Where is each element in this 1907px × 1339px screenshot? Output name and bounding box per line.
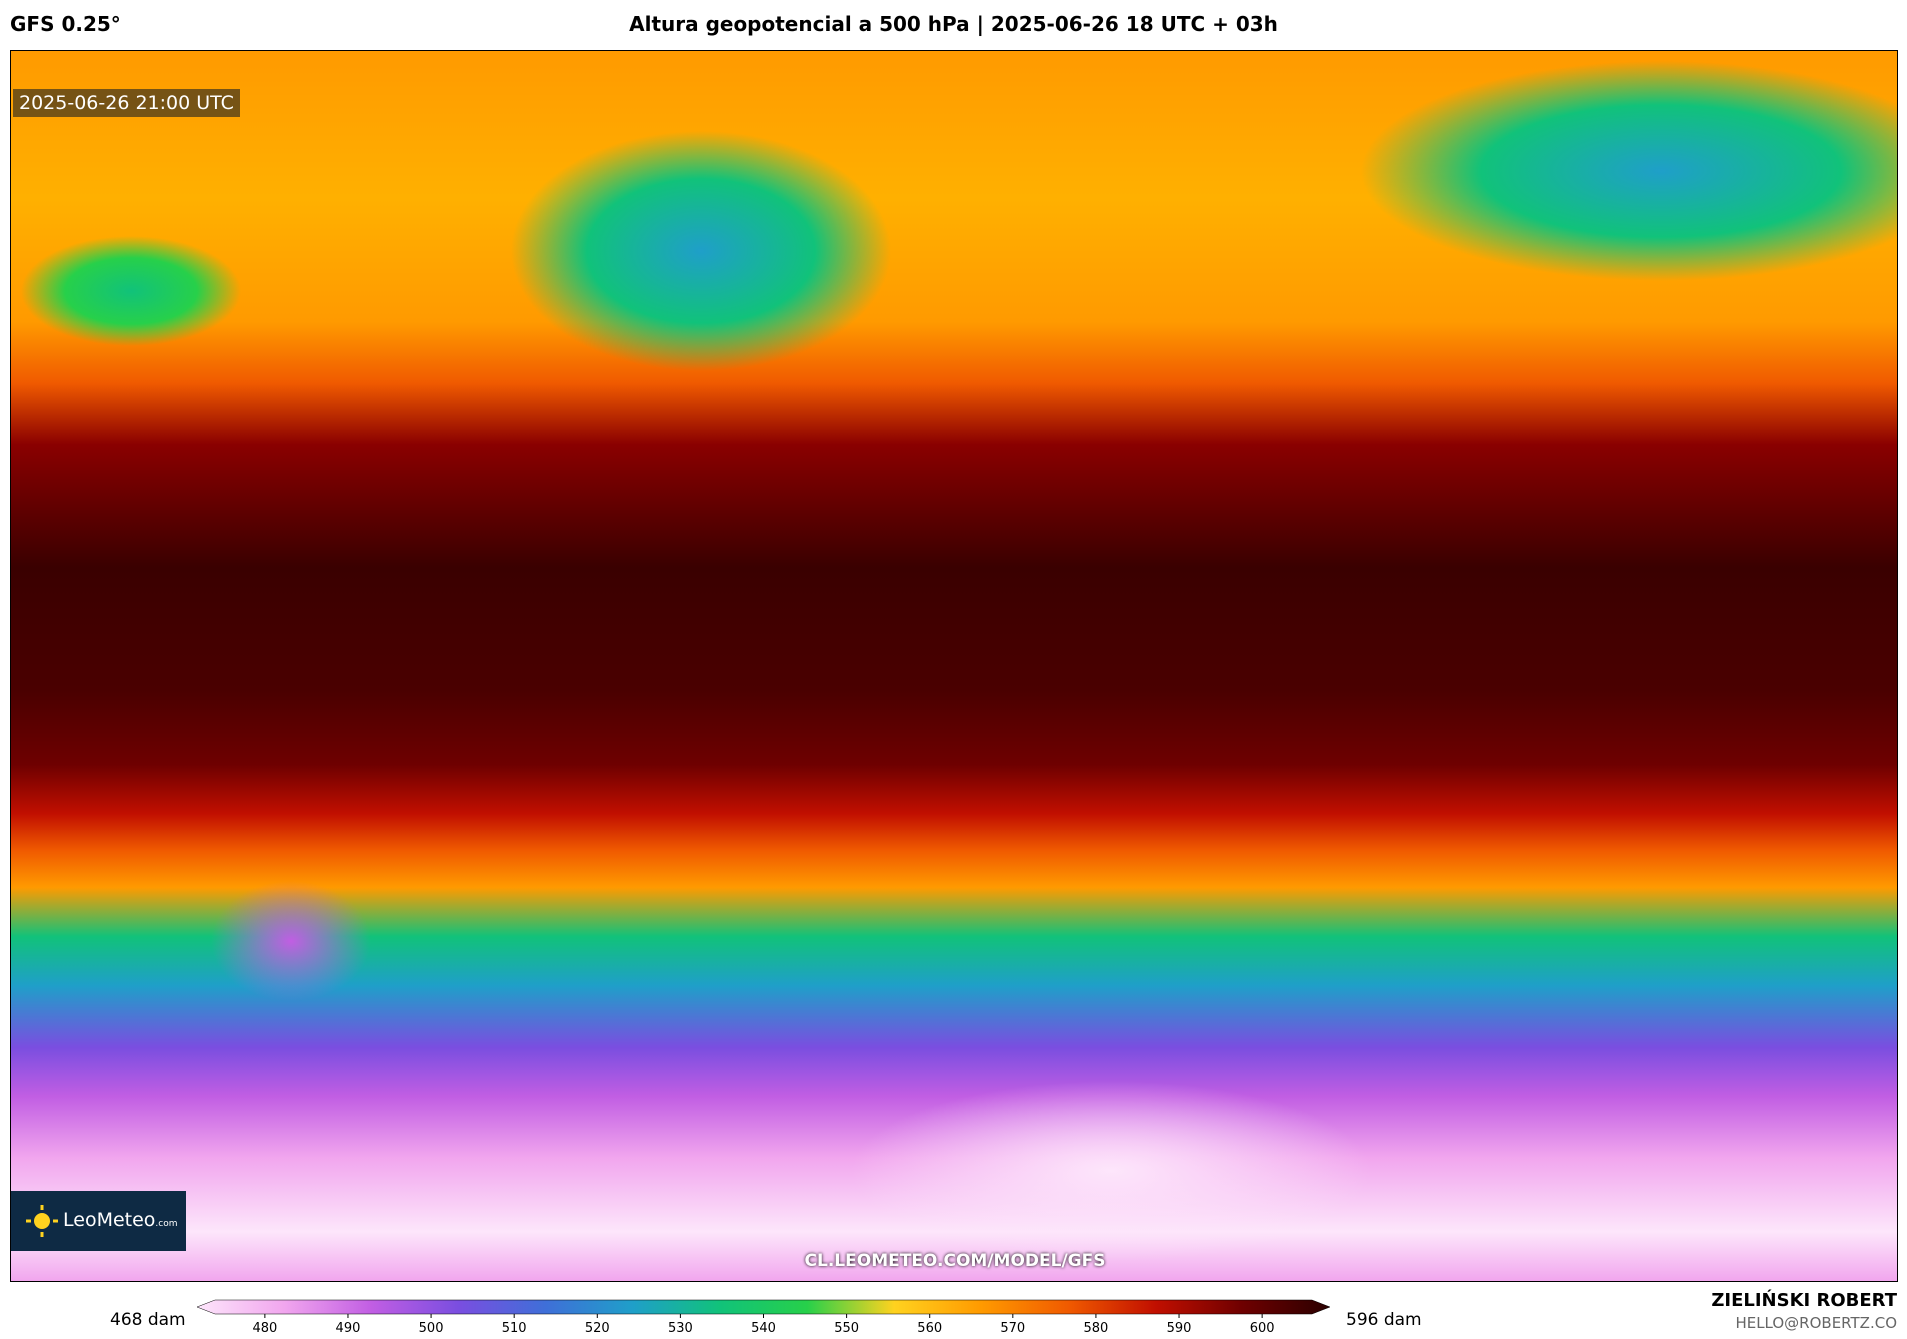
- tick-label: 600: [1250, 1321, 1275, 1336]
- source-url: CL.LEOMETEO.COM/MODEL/GFS: [804, 1251, 1106, 1271]
- logo-sun: [26, 1205, 58, 1237]
- tick-label: 540: [751, 1321, 776, 1336]
- tick-label: 530: [668, 1321, 693, 1336]
- tick-label: 490: [336, 1321, 361, 1336]
- colorbar-max: 596 dam: [1346, 1310, 1422, 1330]
- tick-label: 520: [585, 1321, 610, 1336]
- logo-text: LeoMeteo: [63, 1209, 156, 1231]
- tick-label: 560: [917, 1321, 942, 1336]
- tick-label: 510: [502, 1321, 527, 1336]
- map: 2025-06-26 21:00 UTC LeoMeteo.com CL.LEO…: [10, 50, 1898, 1282]
- email: HELLO@ROBERTZ.CO: [1735, 1314, 1897, 1332]
- author: ZIELIŃSKI ROBERT: [1711, 1290, 1897, 1311]
- colorbar-body: [196, 1299, 1331, 1315]
- model-label: GFS 0.25°: [10, 12, 121, 36]
- tick-label: 550: [834, 1321, 859, 1336]
- tick-label: 580: [1084, 1321, 1109, 1336]
- tick-label: 480: [252, 1321, 277, 1336]
- tick-label: 500: [419, 1321, 444, 1336]
- tick-label: 570: [1000, 1321, 1025, 1336]
- logo-suffix: .com: [155, 1219, 178, 1229]
- tick-label: 590: [1167, 1321, 1192, 1336]
- colorbar-min: 468 dam: [110, 1310, 186, 1330]
- valid-time: 2025-06-26 21:00 UTC: [13, 89, 240, 117]
- map-title: Altura geopotencial a 500 hPa | 2025-06-…: [629, 12, 1278, 36]
- logo: LeoMeteo.com: [11, 1191, 186, 1251]
